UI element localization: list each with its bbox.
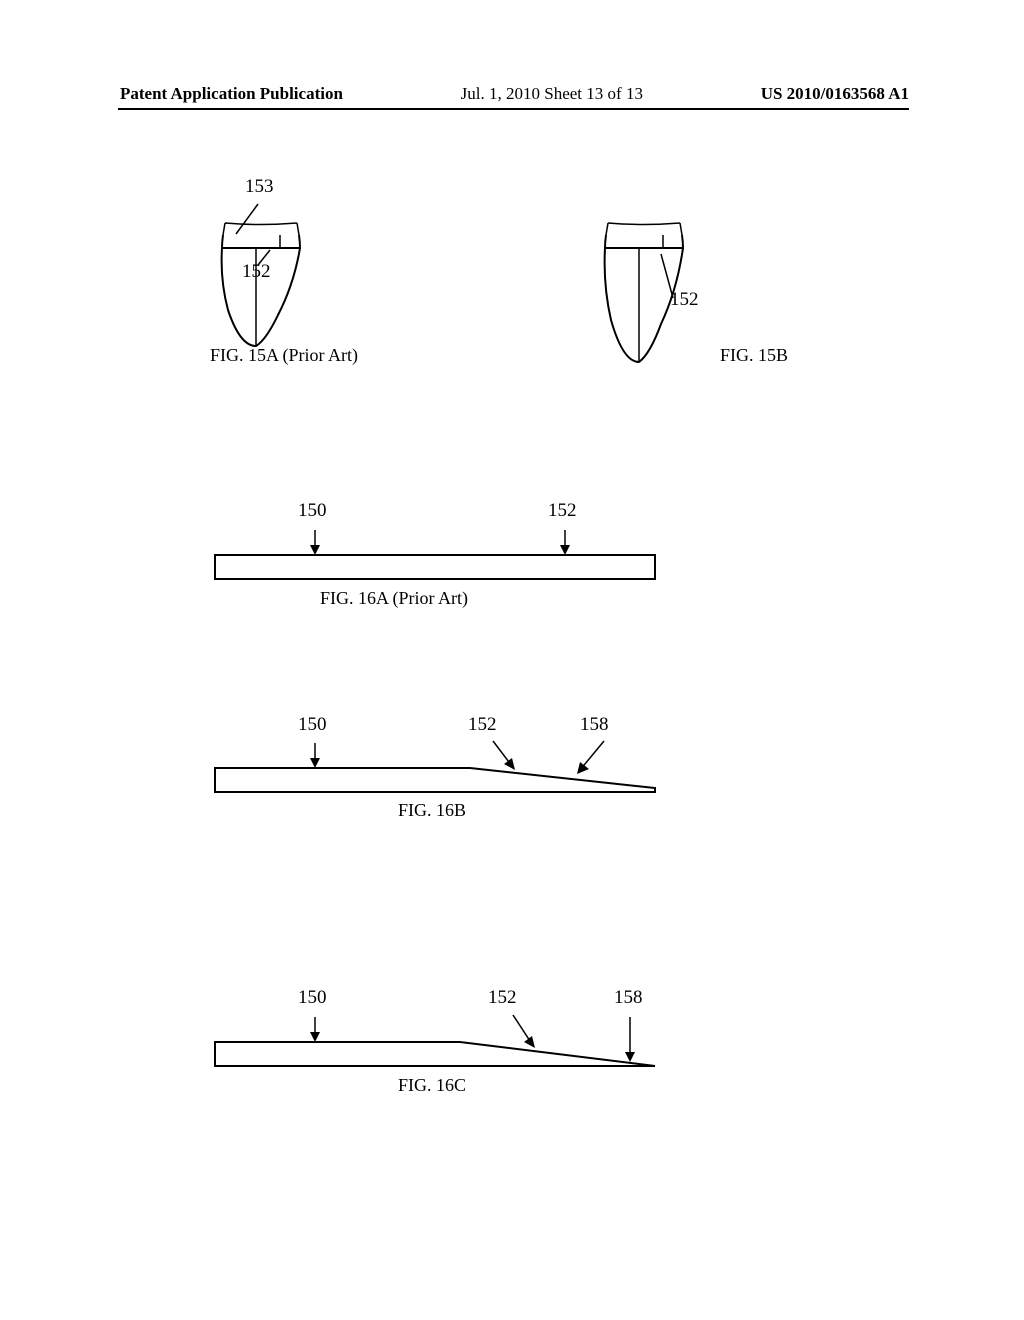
fig16c-drawing	[210, 1012, 690, 1082]
header-left: Patent Application Publication	[120, 84, 343, 104]
fig16b-label-158: 158	[580, 714, 609, 736]
fig16b-label-152: 152	[468, 714, 497, 736]
fig16b-drawing	[210, 738, 690, 808]
fig15b-drawing	[583, 220, 728, 380]
fig15a-label-152: 152	[242, 261, 271, 283]
header-rule	[118, 108, 909, 110]
page-header: Patent Application Publication Jul. 1, 2…	[120, 84, 909, 104]
fig16c-label-150: 150	[298, 987, 327, 1009]
fig16b-label-150: 150	[298, 714, 327, 736]
fig16a-drawing	[210, 525, 690, 595]
fig15a-caption: FIG. 15A (Prior Art)	[210, 345, 358, 366]
fig16c-label-158: 158	[614, 987, 643, 1009]
header-mid: Jul. 1, 2010 Sheet 13 of 13	[461, 84, 643, 104]
fig15b-caption: FIG. 15B	[720, 345, 788, 366]
fig16a-caption: FIG. 16A (Prior Art)	[320, 588, 468, 609]
fig15a-label-153: 153	[245, 176, 274, 198]
fig16a-label-150: 150	[298, 500, 327, 522]
fig16c-caption: FIG. 16C	[398, 1075, 466, 1096]
fig15b-label-152: 152	[670, 289, 699, 311]
header-right: US 2010/0163568 A1	[761, 84, 909, 104]
fig16c-label-152: 152	[488, 987, 517, 1009]
fig16b-caption: FIG. 16B	[398, 800, 466, 821]
fig16a-label-152: 152	[548, 500, 577, 522]
fig15a-drawing	[200, 220, 345, 365]
